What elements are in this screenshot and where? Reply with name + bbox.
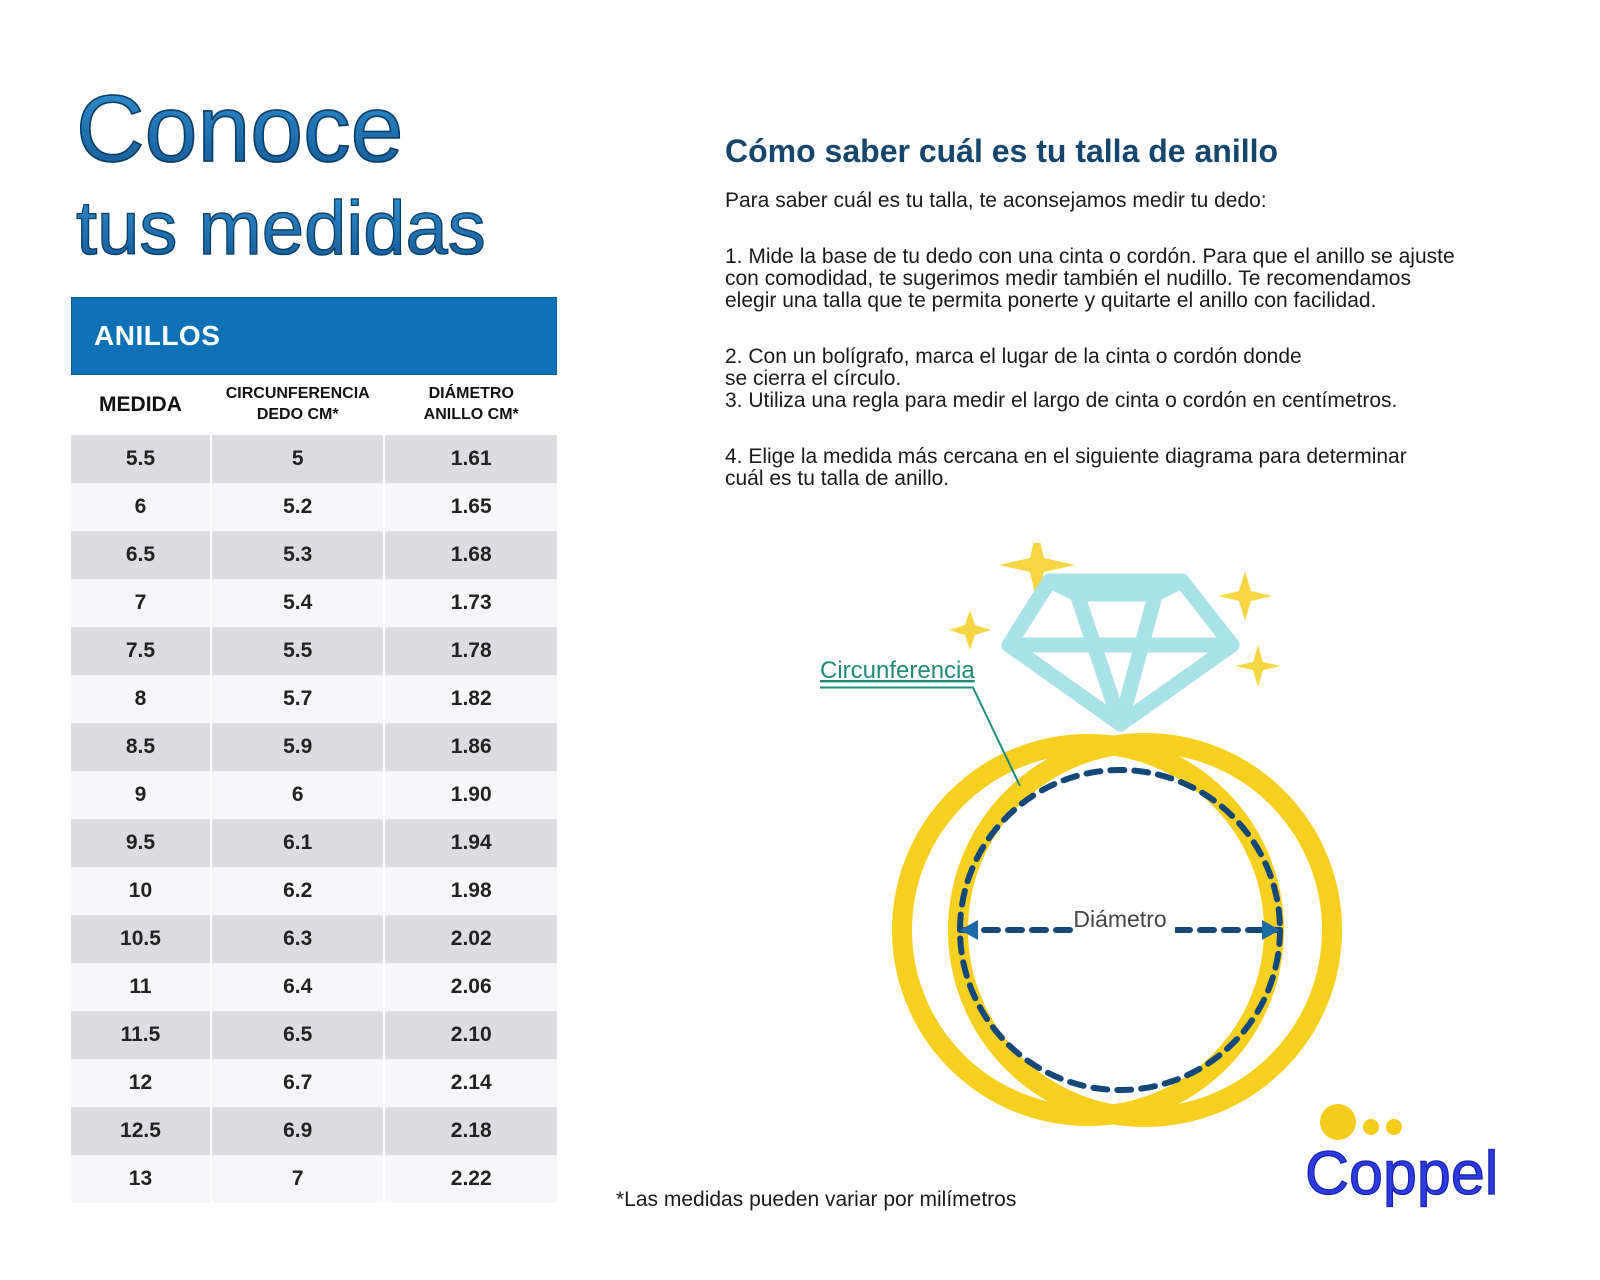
svg-text:Coppel: Coppel xyxy=(1305,1139,1498,1207)
svg-text:Diámetro: Diámetro xyxy=(1073,906,1166,932)
svg-text:Circunferencia: Circunferencia xyxy=(820,657,975,684)
